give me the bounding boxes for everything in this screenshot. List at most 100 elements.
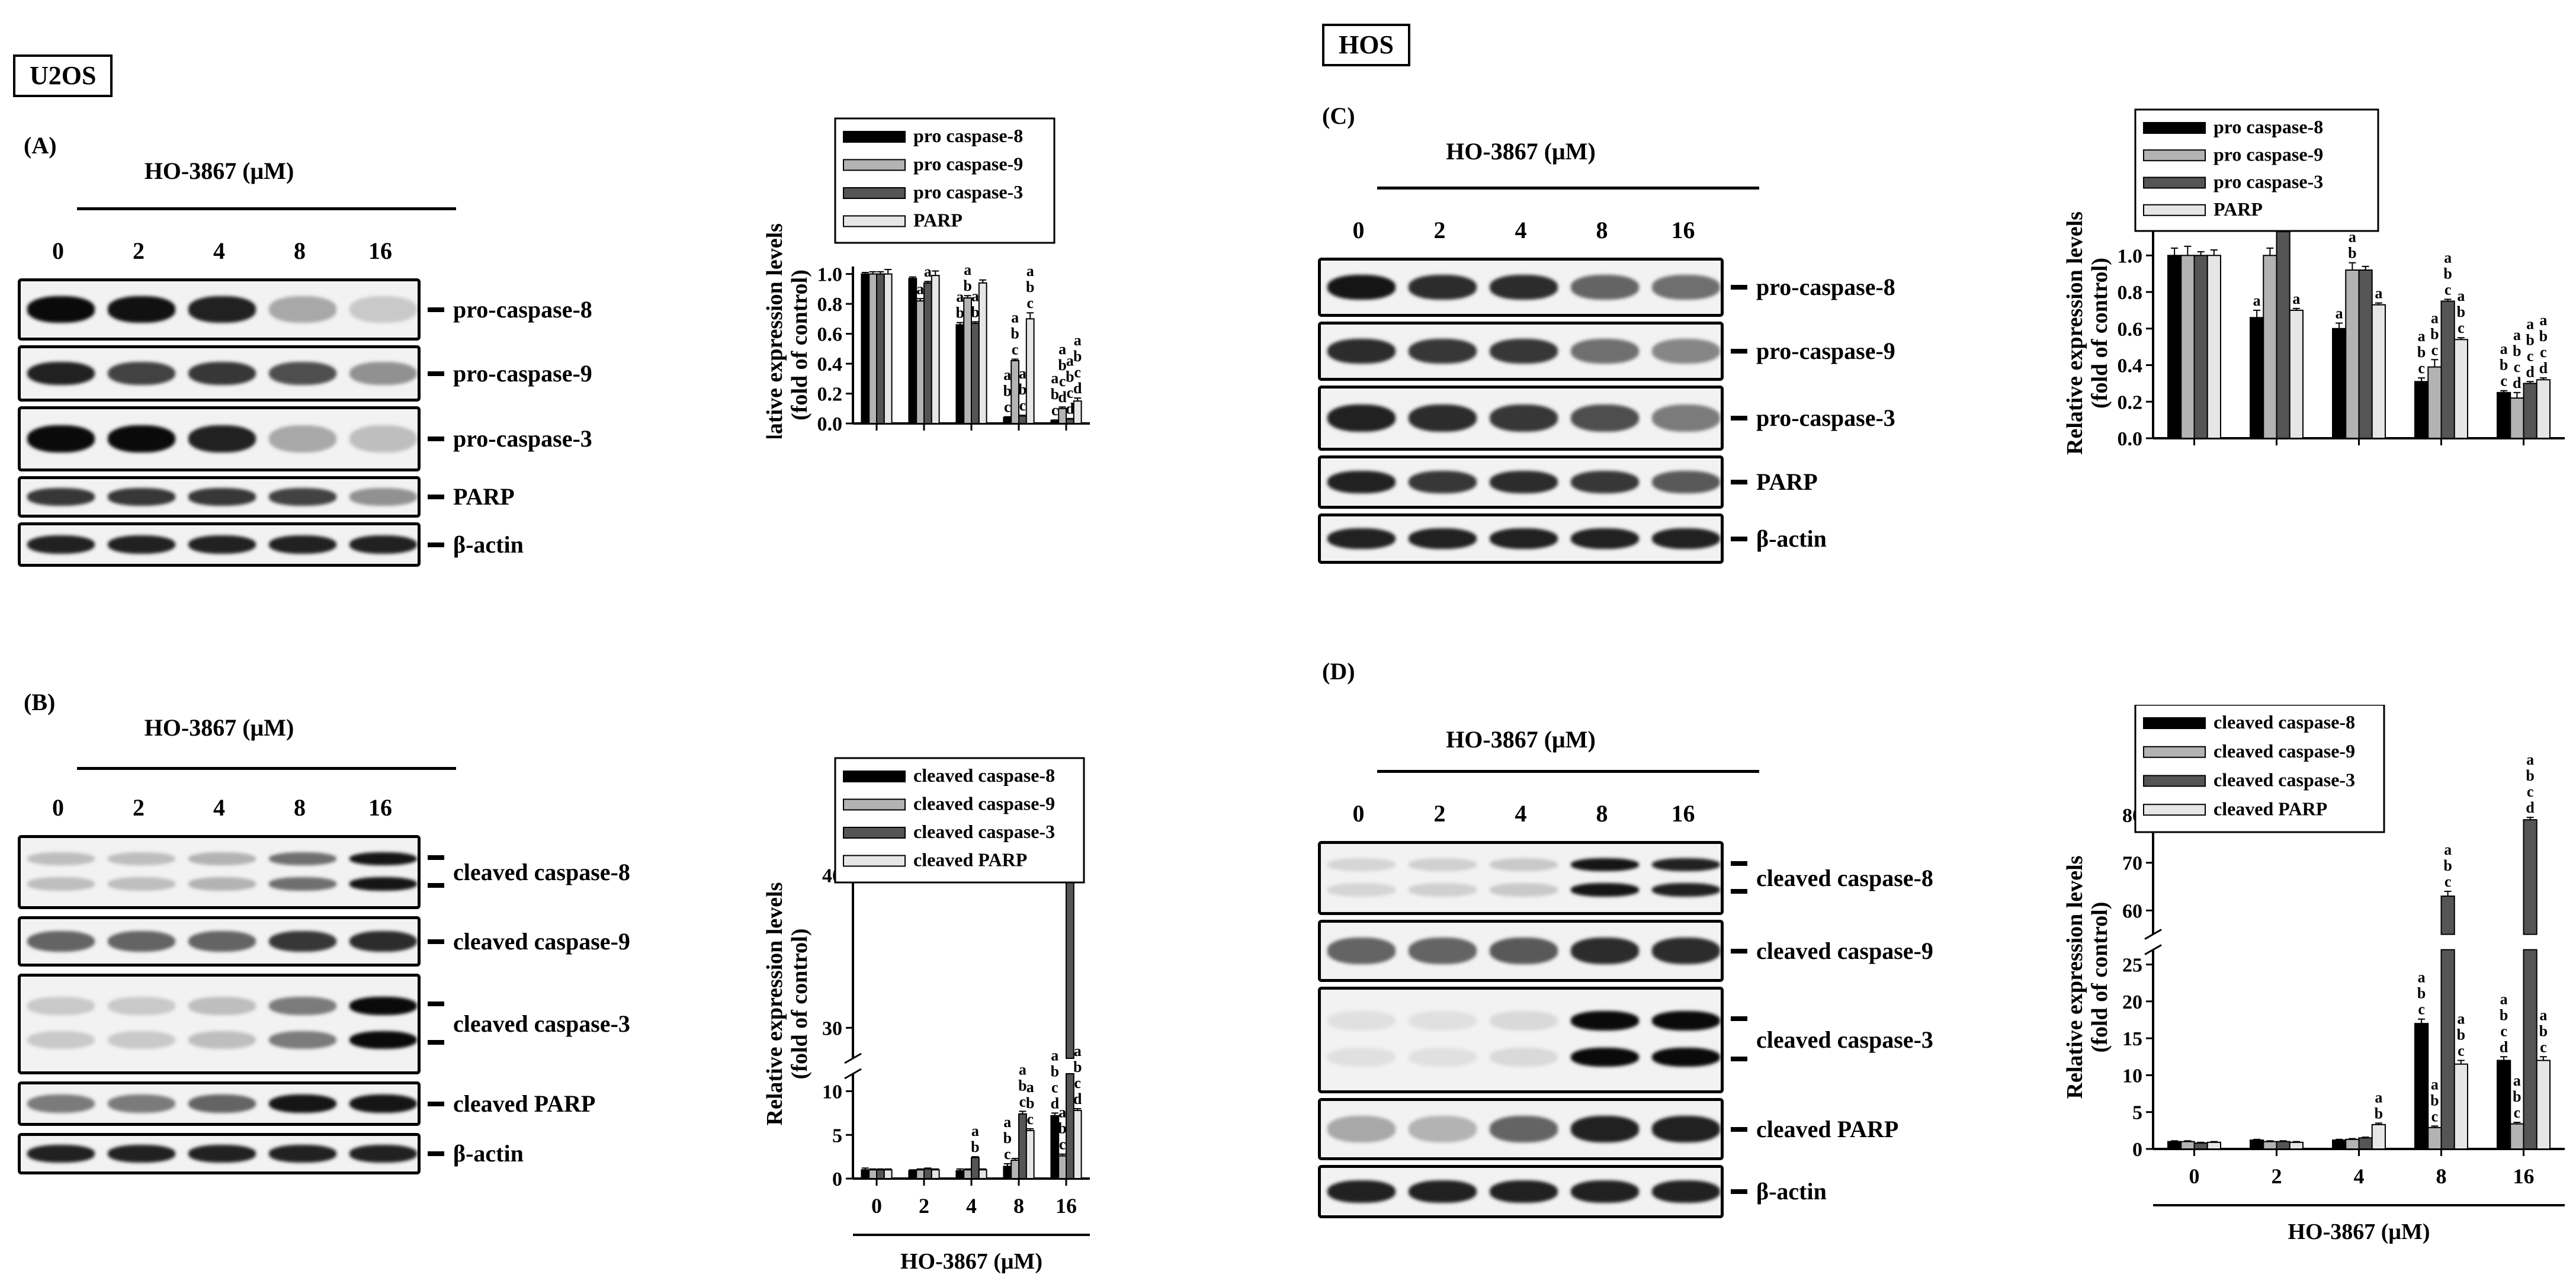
- protein-band: [1327, 1011, 1396, 1031]
- blot-label: pro-caspase-8: [1756, 274, 1895, 300]
- western-title-underline: [1377, 187, 1759, 190]
- x-tick-label: 2: [2272, 454, 2282, 456]
- protein-band: [107, 852, 176, 866]
- bar: [2332, 1139, 2347, 1150]
- bar: [1066, 866, 1074, 1059]
- protein-band: [349, 425, 418, 453]
- blot-strip: [1318, 987, 1724, 1093]
- y-axis-label: Relative expression levels: [2062, 856, 2087, 1099]
- legend-label: cleaved caspase-9: [2214, 740, 2355, 762]
- protein-band: [1408, 858, 1477, 872]
- significance-letter: b: [1026, 278, 1034, 296]
- lane-label: 4: [213, 794, 225, 821]
- significance-letter: b: [1018, 1077, 1026, 1094]
- blot-label: PARP: [1756, 468, 1818, 495]
- blot-label: cleaved caspase-3: [453, 1010, 630, 1037]
- y-tick-label: 10: [2122, 1065, 2142, 1087]
- bar: [876, 273, 885, 424]
- axis-break-mark: [844, 1052, 862, 1064]
- protein-band: [1651, 339, 1721, 364]
- protein-band: [1327, 1047, 1396, 1067]
- protein-band: [1570, 1047, 1640, 1067]
- bar: [2193, 1142, 2208, 1150]
- significance-letter: a: [2500, 341, 2508, 358]
- band-marker: [428, 436, 444, 441]
- bar: [883, 1169, 893, 1179]
- significance-letter: b: [2443, 857, 2452, 874]
- significance-letter: a: [2526, 315, 2534, 332]
- x-tick-label: 16: [2513, 454, 2535, 456]
- legend-label: pro caspase-9: [2214, 143, 2323, 165]
- significance-letter: b: [2443, 265, 2452, 282]
- protein-band: [107, 1031, 176, 1049]
- bar: [2276, 1141, 2291, 1150]
- significance-letter: a: [1003, 367, 1011, 384]
- band-marker: [428, 371, 444, 376]
- protein-band: [268, 1031, 337, 1049]
- lane-label: 16: [1671, 800, 1695, 827]
- blot-label: β-actin: [1756, 525, 1827, 552]
- bar: [2427, 366, 2442, 439]
- y-tick-label: 0.0: [2118, 428, 2143, 450]
- y-axis-label: (fold of control): [787, 269, 812, 420]
- significance-letter: c: [2418, 359, 2425, 377]
- significance-letter: b: [971, 303, 979, 320]
- blot-label: pro-caspase-9: [453, 359, 592, 387]
- significance-letter: a: [924, 263, 932, 280]
- legend-label: cleaved caspase-9: [913, 793, 1055, 814]
- legend-swatch: [2143, 804, 2206, 816]
- band-marker: [428, 855, 444, 860]
- significance-letter: c: [2500, 373, 2507, 390]
- significance-letter: b: [2430, 1092, 2439, 1109]
- bar: [916, 1169, 925, 1179]
- protein-band: [1489, 1180, 1558, 1203]
- protein-band: [188, 1094, 256, 1113]
- protein-band: [107, 1094, 176, 1113]
- blot-label: β-actin: [453, 531, 524, 558]
- y-tick-label: 1.0: [817, 264, 843, 286]
- axis-break-mark: [2144, 929, 2162, 940]
- bar: [923, 1168, 932, 1180]
- lane-label: 4: [1515, 217, 1527, 243]
- band-marker: [1731, 1126, 1747, 1132]
- x-tick-label: 0: [871, 1194, 882, 1218]
- blot-label: cleaved caspase-8: [453, 858, 630, 885]
- x-tick-label: 8: [2436, 1164, 2447, 1188]
- significance-letter: d: [1073, 380, 1082, 397]
- y-tick-label: 0.2: [817, 384, 843, 406]
- protein-band: [27, 1145, 95, 1163]
- bar: [2250, 1139, 2264, 1150]
- protein-band: [188, 1145, 256, 1163]
- western-title-underline: [77, 767, 456, 770]
- bar: [2167, 1141, 2182, 1150]
- significance-letter: a: [2457, 1010, 2465, 1027]
- protein-band: [27, 296, 95, 323]
- significance-letter: b: [963, 277, 971, 294]
- protein-band: [1489, 938, 1558, 964]
- blot-strip: [18, 1133, 421, 1174]
- panel-label-a: (A): [24, 132, 57, 159]
- bar: [2358, 1137, 2373, 1150]
- band-marker: [1731, 416, 1747, 420]
- protein-band: [1327, 1116, 1396, 1142]
- protein-band: [268, 930, 337, 952]
- protein-band: [1408, 1047, 1477, 1067]
- significance-letter: a: [2292, 290, 2300, 307]
- significance-letter: b: [2526, 767, 2534, 784]
- legend-label: pro caspase-8: [2214, 116, 2323, 137]
- significance-letter: c: [2527, 347, 2534, 364]
- y-tick-label: 0.0: [817, 413, 843, 435]
- legend-swatch: [843, 215, 906, 227]
- band-marker: [428, 1151, 444, 1156]
- protein-band: [188, 852, 256, 866]
- western-title: HO-3867 (μM): [144, 158, 294, 184]
- y-axis-label: Relative expression levels: [762, 882, 787, 1126]
- protein-band: [1570, 858, 1640, 872]
- protein-band: [1408, 528, 1477, 550]
- protein-band: [1570, 1011, 1640, 1031]
- bar: [2523, 383, 2537, 439]
- protein-band: [1489, 528, 1558, 550]
- y-axis-label: (fold of control): [2087, 258, 2112, 409]
- protein-band: [1327, 275, 1396, 300]
- lane-label: 8: [1596, 800, 1608, 827]
